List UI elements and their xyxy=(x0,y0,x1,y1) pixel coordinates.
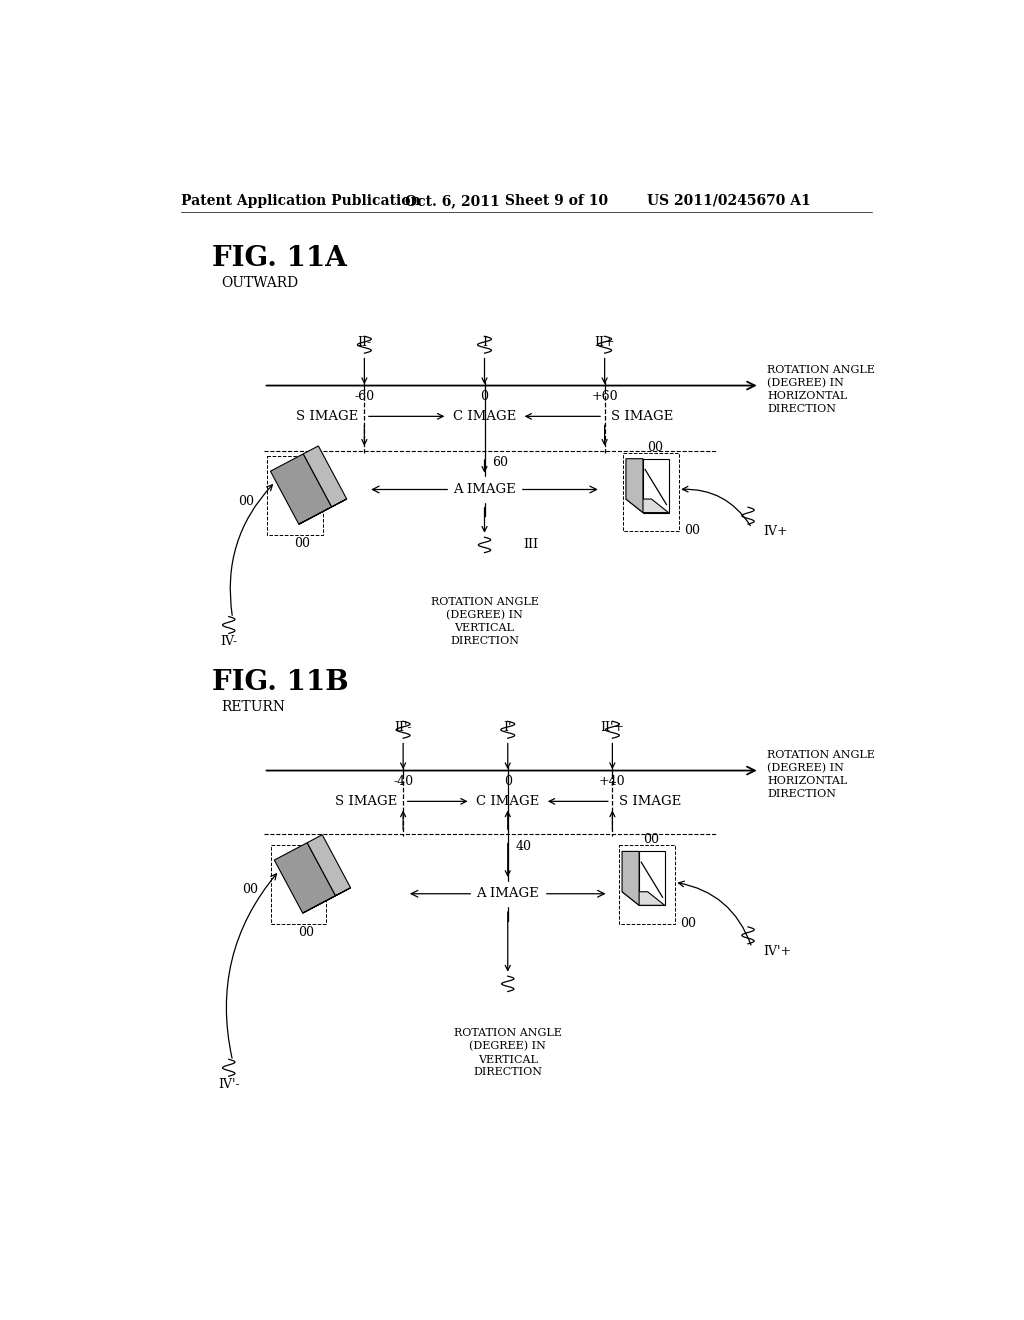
Text: C IMAGE: C IMAGE xyxy=(476,795,540,808)
Text: IV'-: IV'- xyxy=(218,1078,240,1092)
Text: C IMAGE: C IMAGE xyxy=(453,409,516,422)
Text: Patent Application Publication: Patent Application Publication xyxy=(180,194,420,207)
Text: IV+: IV+ xyxy=(764,525,788,539)
Text: 00: 00 xyxy=(681,916,696,929)
Text: ROTATION ANGLE
(DEGREE) IN
VERTICAL
DIRECTION: ROTATION ANGLE (DEGREE) IN VERTICAL DIRE… xyxy=(454,1028,562,1077)
Polygon shape xyxy=(303,888,350,913)
Text: 00: 00 xyxy=(294,537,310,550)
Text: +60: +60 xyxy=(591,389,617,403)
Polygon shape xyxy=(626,499,669,512)
Text: -60: -60 xyxy=(354,389,375,403)
Text: OUTWARD: OUTWARD xyxy=(221,276,298,290)
Text: ROTATION ANGLE
(DEGREE) IN
VERTICAL
DIRECTION: ROTATION ANGLE (DEGREE) IN VERTICAL DIRE… xyxy=(430,598,539,645)
Text: US 2011/0245670 A1: US 2011/0245670 A1 xyxy=(647,194,811,207)
Text: 00: 00 xyxy=(243,883,258,896)
Text: -40: -40 xyxy=(393,775,414,788)
Text: ROTATION ANGLE
(DEGREE) IN
HORIZONTAL
DIRECTION: ROTATION ANGLE (DEGREE) IN HORIZONTAL DI… xyxy=(767,366,876,413)
Text: S IMAGE: S IMAGE xyxy=(296,409,358,422)
Polygon shape xyxy=(270,454,332,524)
Text: A IMAGE: A IMAGE xyxy=(476,887,539,900)
Text: S IMAGE: S IMAGE xyxy=(611,409,673,422)
Text: 0: 0 xyxy=(504,775,512,788)
Polygon shape xyxy=(626,459,643,512)
Text: 0: 0 xyxy=(480,389,488,403)
Text: I: I xyxy=(482,335,487,348)
Polygon shape xyxy=(299,499,347,524)
Text: I': I' xyxy=(504,721,512,734)
Polygon shape xyxy=(639,851,665,906)
Text: II'-: II'- xyxy=(394,721,412,734)
Text: IV-: IV- xyxy=(220,635,238,648)
Text: FIG. 11A: FIG. 11A xyxy=(212,246,346,272)
Text: II'+: II'+ xyxy=(600,721,625,734)
Polygon shape xyxy=(622,851,639,906)
Text: 60: 60 xyxy=(493,455,508,469)
Text: II+: II+ xyxy=(594,335,615,348)
Text: 00: 00 xyxy=(684,524,700,537)
Polygon shape xyxy=(307,834,350,896)
Text: III: III xyxy=(523,539,539,552)
Text: ROTATION ANGLE
(DEGREE) IN
HORIZONTAL
DIRECTION: ROTATION ANGLE (DEGREE) IN HORIZONTAL DI… xyxy=(767,750,876,799)
Text: IV'+: IV'+ xyxy=(764,945,792,958)
Text: 00: 00 xyxy=(298,925,314,939)
Text: S IMAGE: S IMAGE xyxy=(618,795,681,808)
Text: A IMAGE: A IMAGE xyxy=(454,483,516,496)
Text: 00: 00 xyxy=(647,441,663,454)
Polygon shape xyxy=(622,892,665,906)
Text: FIG. 11B: FIG. 11B xyxy=(212,668,348,696)
Polygon shape xyxy=(274,842,336,913)
Text: II-: II- xyxy=(357,335,372,348)
Text: +40: +40 xyxy=(599,775,626,788)
Text: RETURN: RETURN xyxy=(221,700,285,714)
Text: Sheet 9 of 10: Sheet 9 of 10 xyxy=(505,194,608,207)
Text: S IMAGE: S IMAGE xyxy=(335,795,397,808)
Polygon shape xyxy=(643,459,669,512)
Text: 00: 00 xyxy=(239,495,254,508)
Polygon shape xyxy=(303,446,347,507)
Text: Oct. 6, 2011: Oct. 6, 2011 xyxy=(406,194,500,207)
Text: 00: 00 xyxy=(643,833,659,846)
Text: 40: 40 xyxy=(515,840,531,853)
